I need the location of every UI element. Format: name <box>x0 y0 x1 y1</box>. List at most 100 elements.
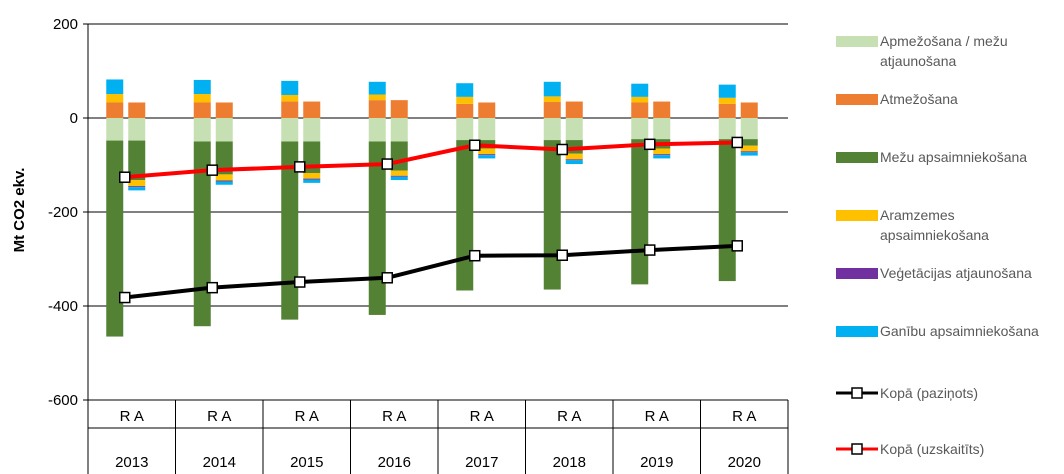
bar-segment <box>390 176 408 181</box>
legend-swatch <box>836 152 878 163</box>
line-marker <box>644 138 656 151</box>
bar-segment <box>543 140 561 290</box>
line-marker <box>556 249 568 261</box>
bar-segment <box>106 118 124 141</box>
bar-segment <box>478 154 496 156</box>
bar-segment <box>543 102 561 118</box>
bar-segment <box>718 139 736 282</box>
bar-segment <box>631 118 649 140</box>
legend-label: Mežu apsaimniekošana <box>880 149 1027 165</box>
bar-segment <box>106 140 124 337</box>
x-sub-label: R A <box>382 408 406 425</box>
x-sub-label: R A <box>295 408 319 425</box>
bar-segment <box>281 94 299 102</box>
x-sub-label: R A <box>557 408 581 425</box>
line-marker <box>469 249 481 262</box>
bar-segment <box>565 101 583 118</box>
bars <box>106 79 758 337</box>
bar-segment <box>456 103 474 118</box>
line-marker <box>206 281 218 294</box>
x-tick-label: 2014 <box>203 454 236 471</box>
bar-segment <box>478 155 496 159</box>
bar-segment <box>543 118 561 141</box>
x-tick-label: 2016 <box>378 454 411 471</box>
legend-label: Kopā (paziņots) <box>880 385 978 401</box>
legend-label: Kopā (uzskaitīts) <box>880 441 984 457</box>
line-marker <box>731 240 743 252</box>
bar-segment <box>128 186 146 188</box>
legend-label: Ganību apsaimniekošana <box>880 323 1039 339</box>
x-tick-label: 2015 <box>290 454 323 471</box>
line-marker <box>206 164 218 176</box>
legend-swatch <box>836 210 878 221</box>
bar-segment <box>740 139 758 146</box>
bar-segment <box>565 153 583 160</box>
line-marker <box>381 272 393 284</box>
bar-segment <box>281 141 299 320</box>
x-tick-label: 2013 <box>115 454 148 471</box>
bar-segment <box>390 170 408 176</box>
x-tick-label: 2017 <box>465 454 498 471</box>
y-tick-label: -400 <box>48 298 78 315</box>
bar-segment <box>128 102 146 118</box>
bar-segment <box>193 94 211 103</box>
bar-segment <box>653 118 671 140</box>
bar-segment <box>128 118 146 141</box>
bar-segment <box>303 101 321 118</box>
bar-segment <box>390 118 408 142</box>
bar-segment <box>281 80 299 95</box>
bar-segment <box>281 101 299 118</box>
axes: 200 0 -200 -400 -600 R A 2013 R A 2014 R A 2015 R A… <box>48 16 789 474</box>
bar-segment <box>740 118 758 140</box>
bar-segment <box>106 102 124 118</box>
line-marker <box>381 158 393 170</box>
bar-segment <box>740 102 758 118</box>
y-axis-title-text: Mt CO2 ekv. <box>11 168 28 253</box>
y-tick-label: 200 <box>53 16 78 33</box>
bar-segment <box>303 178 321 180</box>
line-marker <box>294 161 306 173</box>
bar-segment <box>456 140 474 291</box>
bar-segment <box>718 97 736 104</box>
bar-segment <box>456 118 474 141</box>
bar-segment <box>631 83 649 97</box>
bar-segment <box>390 100 408 118</box>
x-tick-label: 2020 <box>728 454 761 471</box>
bar-segment <box>303 118 321 142</box>
x-sub-label: R A <box>645 408 669 425</box>
bar-segment <box>478 118 496 141</box>
legend-label: Atmežošana <box>880 91 958 107</box>
bar-segment <box>128 187 146 191</box>
line-marker <box>469 139 481 152</box>
bar-segment <box>215 141 233 175</box>
bar-segment <box>565 159 583 161</box>
bar-segment <box>653 154 671 156</box>
bar-segment <box>368 141 386 315</box>
legend-label-line2: atjaunošana <box>880 53 957 69</box>
bar-segment <box>390 141 408 171</box>
bar-segment <box>565 160 583 165</box>
bar-segment <box>368 118 386 142</box>
bar-segment <box>390 175 408 177</box>
bar-segment <box>368 94 386 101</box>
bar-segment <box>215 102 233 118</box>
legend-label: Veģetācijas atjaunošana <box>880 265 1032 281</box>
bar-segment <box>631 102 649 118</box>
bar-segment <box>368 100 386 118</box>
bar-segment <box>128 140 146 181</box>
legend-label-line2: apsaimniekošana <box>880 227 989 243</box>
bar-segment <box>653 101 671 118</box>
bar-segment <box>193 79 211 95</box>
bar-segment <box>631 139 649 285</box>
bar-segment <box>740 151 758 153</box>
legend-label: Apmežošana / mežu <box>880 33 1008 49</box>
bar-segment <box>718 103 736 118</box>
bar-segment <box>215 118 233 142</box>
bar-segment <box>631 96 649 103</box>
bar-segment <box>478 102 496 118</box>
y-tick-label: 0 <box>70 110 78 127</box>
bar-segment <box>303 179 321 183</box>
bar-segment <box>281 118 299 142</box>
bar-segment <box>718 118 736 140</box>
x-tick-label: 2018 <box>553 454 586 471</box>
